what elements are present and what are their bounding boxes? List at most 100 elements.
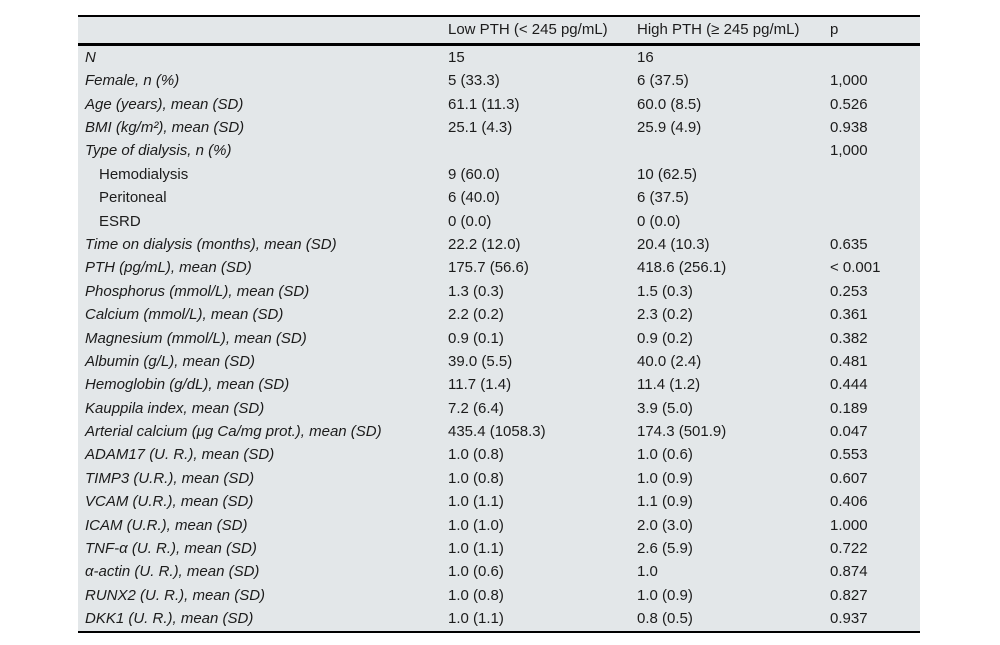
cell-p-value: 1.000	[830, 516, 868, 534]
row-label: TIMP3 (U.R.), mean (SD)	[85, 469, 255, 487]
cell-high-pth: 0.8 (0.5)	[637, 610, 693, 628]
cell-low-pth: 7.2 (6.4)	[448, 399, 504, 417]
comparison-table-wrapper: Low PTH (< 245 pg/mL) High PTH (≥ 245 pg…	[78, 15, 920, 633]
cell-high-pth: 0 (0.0)	[637, 212, 681, 230]
table-row: Kauppila index, mean (SD) 7.2 (6.4) 3.9 (5…	[78, 397, 920, 420]
cell-low-pth: 175.7 (56.6)	[448, 259, 529, 277]
cell-p-value: 0.253	[830, 282, 868, 300]
cell-low-pth: 1.0 (1.1)	[448, 540, 504, 558]
cell-p-value: 0.607	[830, 469, 868, 487]
table-row: RUNX2 (U. R.), mean (SD) 1.0 (0.8) 1.0 (0.…	[78, 584, 920, 607]
row-label: N	[85, 48, 96, 66]
table-row: Female, n (%) 5 (33.3) 6 (37.5) 1,000	[78, 69, 920, 92]
cell-low-pth: 1.0 (0.8)	[448, 446, 504, 464]
row-label: Peritoneal	[99, 189, 167, 207]
cell-low-pth: 1.0 (0.8)	[448, 469, 504, 487]
cell-low-pth: 0.9 (0.1)	[448, 329, 504, 347]
cell-low-pth: 1.0 (0.6)	[448, 563, 504, 581]
table-row: Albumin (g/L), mean (SD) 39.0 (5.5) 40.0 (…	[78, 350, 920, 373]
cell-p-value: 0.444	[830, 376, 868, 394]
row-label: Calcium (mmol/L), mean (SD)	[85, 306, 284, 324]
table-row: Phosphorus (mmol/L), mean (SD) 1.3 (0.3) 1…	[78, 280, 920, 303]
row-label: Type of dialysis, n (%)	[85, 142, 232, 160]
row-label: Arterial calcium (μg Ca/mg prot.), mean …	[85, 423, 382, 441]
table-row: TNF-α (U. R.), mean (SD) 1.0 (1.1) 2.6 (5.…	[78, 537, 920, 560]
cell-high-pth: 16	[637, 48, 654, 66]
table-row: ESRD 0 (0.0) 0 (0.0)	[78, 210, 920, 233]
cell-high-pth: 0.9 (0.2)	[637, 329, 693, 347]
table-row: Type of dialysis, n (%) 1,000	[78, 140, 920, 163]
cell-low-pth: 2.2 (0.2)	[448, 306, 504, 324]
cell-p-value: 0.189	[830, 399, 868, 417]
table-row: Calcium (mmol/L), mean (SD) 2.2 (0.2) 2.3 …	[78, 303, 920, 326]
cell-low-pth: 39.0 (5.5)	[448, 352, 513, 370]
table-row: N 15 16	[78, 45, 920, 70]
cell-high-pth: 1.5 (0.3)	[637, 282, 693, 300]
row-label: Age (years), mean (SD)	[85, 95, 244, 113]
cell-p-value: 0.827	[830, 586, 868, 604]
row-label: BMI (kg/m²), mean (SD)	[85, 118, 245, 136]
row-label: Hemoglobin (g/dL), mean (SD)	[85, 376, 290, 394]
cell-p-value: 1,000	[830, 142, 868, 160]
cell-high-pth: 174.3 (501.9)	[637, 423, 727, 441]
cell-high-pth: 2.0 (3.0)	[637, 516, 693, 534]
cell-high-pth: 6 (37.5)	[637, 189, 689, 207]
table-row: PTH (pg/mL), mean (SD) 175.7 (56.6) 418.6 …	[78, 257, 920, 280]
cell-low-pth: 1.0 (1.1)	[448, 610, 504, 628]
table-row: Hemodialysis 9 (60.0) 10 (62.5)	[78, 163, 920, 186]
row-label: Kauppila index, mean (SD)	[85, 399, 265, 417]
cell-low-pth: 9 (60.0)	[448, 165, 500, 183]
cell-high-pth: 25.9 (4.9)	[637, 118, 702, 136]
cell-p-value: 0.635	[830, 235, 868, 253]
table-row: ICAM (U.R.), mean (SD) 1.0 (1.0) 2.0 (3.0)…	[78, 514, 920, 537]
table-row: α-actin (U. R.), mean (SD) 1.0 (0.6) 1.0 0.…	[78, 561, 920, 584]
row-label: Female, n (%)	[85, 72, 180, 90]
table-row: TIMP3 (U.R.), mean (SD) 1.0 (0.8) 1.0 (0.9…	[78, 467, 920, 490]
cell-high-pth: 20.4 (10.3)	[637, 235, 710, 253]
cell-low-pth: 1.0 (1.0)	[448, 516, 504, 534]
cell-p-value: 1,000	[830, 72, 868, 90]
cell-high-pth: 1.0 (0.9)	[637, 469, 693, 487]
cell-p-value: < 0.001	[830, 259, 881, 277]
cell-p-value: 0.553	[830, 446, 868, 464]
pth-comparison-table: Low PTH (< 245 pg/mL) High PTH (≥ 245 pg…	[78, 15, 920, 633]
row-label: Hemodialysis	[99, 165, 189, 183]
cell-high-pth: 3.9 (5.0)	[637, 399, 693, 417]
cell-low-pth: 1.0 (0.8)	[448, 586, 504, 604]
cell-high-pth: 60.0 (8.5)	[637, 95, 702, 113]
cell-p-value: 0.406	[830, 493, 868, 511]
cell-high-pth: 11.4 (1.2)	[637, 376, 701, 394]
cell-high-pth: 1.0	[637, 563, 658, 581]
cell-p-value: 0.937	[830, 610, 868, 628]
row-label: Time on dialysis (months), mean (SD)	[85, 235, 337, 253]
cell-low-pth: 11.7 (1.4)	[448, 376, 512, 394]
cell-p-value: 0.526	[830, 95, 868, 113]
header-row: Low PTH (< 245 pg/mL) High PTH (≥ 245 pg…	[78, 16, 920, 46]
cell-high-pth	[637, 140, 830, 163]
cell-p-value	[830, 210, 920, 233]
col-header-variable	[78, 16, 448, 46]
cell-p-value	[830, 45, 920, 70]
cell-low-pth: 61.1 (11.3)	[448, 95, 520, 113]
table-row: Arterial calcium (μg Ca/mg prot.), mean …	[78, 420, 920, 443]
cell-high-pth: 40.0 (2.4)	[637, 352, 702, 370]
cell-p-value: 0.047	[830, 423, 868, 441]
col-header-p-value: p	[830, 16, 920, 46]
col-header-high-pth: High PTH (≥ 245 pg/mL)	[637, 16, 830, 46]
cell-high-pth: 6 (37.5)	[637, 72, 689, 90]
table-row: Age (years), mean (SD) 61.1 (11.3) 60.0 (8…	[78, 93, 920, 116]
table-row: DKK1 (U. R.), mean (SD) 1.0 (1.1) 0.8 (0.5…	[78, 607, 920, 631]
table-row: Time on dialysis (months), mean (SD) 22.2…	[78, 233, 920, 256]
cell-low-pth: 22.2 (12.0)	[448, 235, 521, 253]
table-row: Hemoglobin (g/dL), mean (SD) 11.7 (1.4) 11…	[78, 373, 920, 396]
row-label: ESRD	[99, 212, 141, 230]
cell-p-value: 0.874	[830, 563, 868, 581]
cell-high-pth: 418.6 (256.1)	[637, 259, 727, 277]
cell-low-pth: 6 (40.0)	[448, 189, 500, 207]
row-label: Phosphorus (mmol/L), mean (SD)	[85, 282, 310, 300]
cell-low-pth: 1.0 (1.1)	[448, 493, 504, 511]
col-header-low-pth: Low PTH (< 245 pg/mL)	[448, 16, 637, 46]
table-row: BMI (kg/m²), mean (SD) 25.1 (4.3) 25.9 (4.…	[78, 116, 920, 139]
table-row: Peritoneal 6 (40.0) 6 (37.5)	[78, 186, 920, 209]
